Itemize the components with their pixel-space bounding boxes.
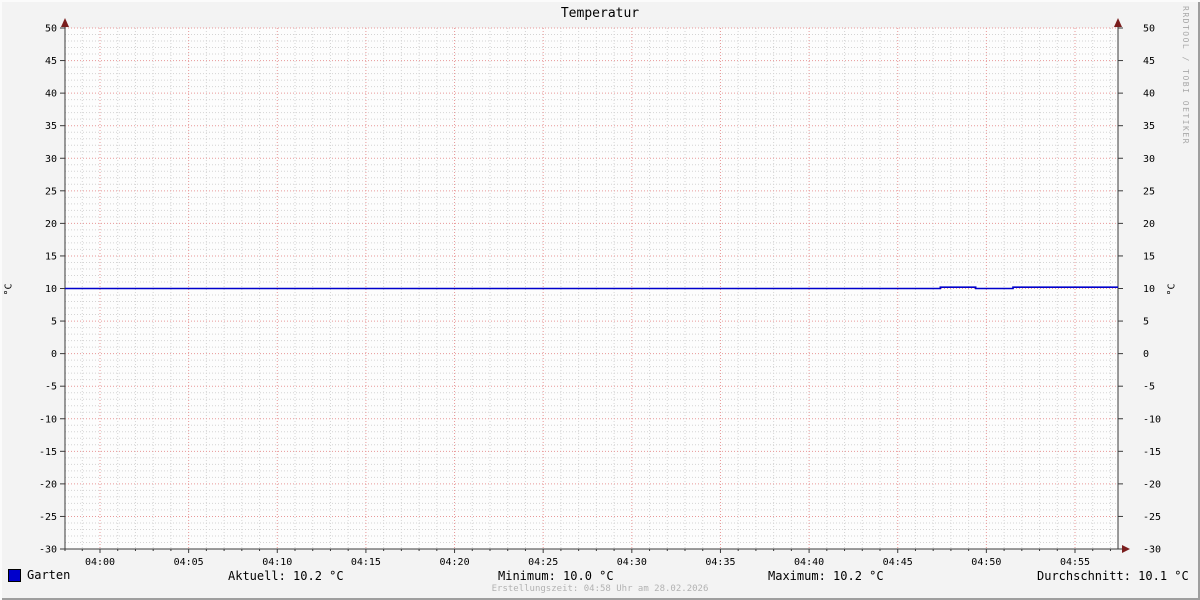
y-tick-label-right: 45 [1143,56,1155,67]
x-tick-label: 04:55 [1060,557,1090,568]
y-tick-label-left: -25 [39,512,57,523]
x-tick-label: 04:00 [85,557,115,568]
y-tick-label-right: -30 [1143,545,1161,556]
x-tick-label: 04:10 [262,557,292,568]
stat-minimum-label: Minimum: [498,569,556,583]
stat-maximum-value: 10.2 °C [833,569,884,583]
y-tick-label-left: 45 [45,56,57,67]
y-tick-label-right: -15 [1143,447,1161,458]
legend: Garten [8,568,70,582]
y-tick-label-left: 30 [45,154,57,165]
y-tick-label-right: -5 [1143,382,1155,393]
y-tick-label-right: -20 [1143,479,1161,490]
legend-series-label: Garten [27,568,71,582]
stat-aktuell-label: Aktuell: [228,569,286,583]
y-axis-arrow-right [1114,18,1122,27]
y-tick-label-left: -10 [39,414,57,425]
stat-aktuell: Aktuell: 10.2 °C [228,569,344,583]
y-tick-label-right: 25 [1143,186,1155,197]
x-tick-label: 04:50 [971,557,1001,568]
stat-maximum: Maximum: 10.2 °C [768,569,884,583]
y-tick-label-left: 20 [45,219,57,230]
rrdtool-watermark: RRDTOOL / TOBI OETIKER [1181,6,1190,145]
y-tick-label-right: 40 [1143,89,1155,100]
y-tick-label-right: -25 [1143,512,1161,523]
y-tick-label-left: -15 [39,447,57,458]
legend-swatch-icon [8,568,21,582]
y-tick-label-left: 15 [45,251,57,262]
stat-minimum: Minimum: 10.0 °C [498,569,614,583]
x-tick-label: 04:05 [174,557,204,568]
creation-time-note: Erstellungszeit: 04:58 Uhr am 28.02.2026 [491,584,709,594]
stat-maximum-label: Maximum: [768,569,826,583]
y-tick-label-right: 5 [1143,317,1149,328]
y-tick-label-left: 0 [51,349,57,360]
x-tick-label: 04:20 [439,557,469,568]
y-tick-label-right: 50 [1143,24,1155,35]
x-tick-label: 04:15 [351,557,381,568]
y-tick-label-right: 35 [1143,121,1155,132]
series-line-garten [65,286,1118,290]
x-tick-label: 04:25 [528,557,558,568]
y-tick-label-right: 30 [1143,154,1155,165]
x-tick-label: 04:30 [617,557,647,568]
y-tick-label-right: 0 [1143,349,1149,360]
y-axis-unit-left: °C [3,283,15,296]
y-tick-label-right: 10 [1143,284,1155,295]
y-tick-label-right: 20 [1143,219,1155,230]
y-tick-label-right: -10 [1143,414,1161,425]
y-tick-label-left: -5 [45,382,57,393]
y-tick-label-left: 35 [45,121,57,132]
x-tick-label: 04:40 [794,557,824,568]
y-tick-label-left: -30 [39,545,57,556]
stat-durchschnitt-value: 10.1 °C [1138,569,1189,583]
x-tick-label: 04:35 [705,557,735,568]
x-axis-arrow [1122,545,1130,553]
stat-minimum-value: 10.0 °C [563,569,614,583]
y-axis-unit-right: °C [1166,283,1178,296]
y-tick-label-right: 15 [1143,251,1155,262]
stat-aktuell-value: 10.2 °C [293,569,344,583]
y-tick-label-left: -20 [39,479,57,490]
chart-title: Temperatur [560,6,640,21]
y-tick-label-left: 10 [45,284,57,295]
stat-durchschnitt-label: Durchschnitt: [1037,569,1131,583]
stat-durchschnitt: Durchschnitt: 10.1 °C [1037,569,1189,583]
x-tick-label: 04:45 [883,557,913,568]
y-tick-label-left: 40 [45,89,57,100]
y-axis-arrow-left [61,18,69,27]
y-tick-label-left: 5 [51,317,57,328]
y-tick-label-left: 25 [45,186,57,197]
y-tick-label-left: 50 [45,24,57,35]
